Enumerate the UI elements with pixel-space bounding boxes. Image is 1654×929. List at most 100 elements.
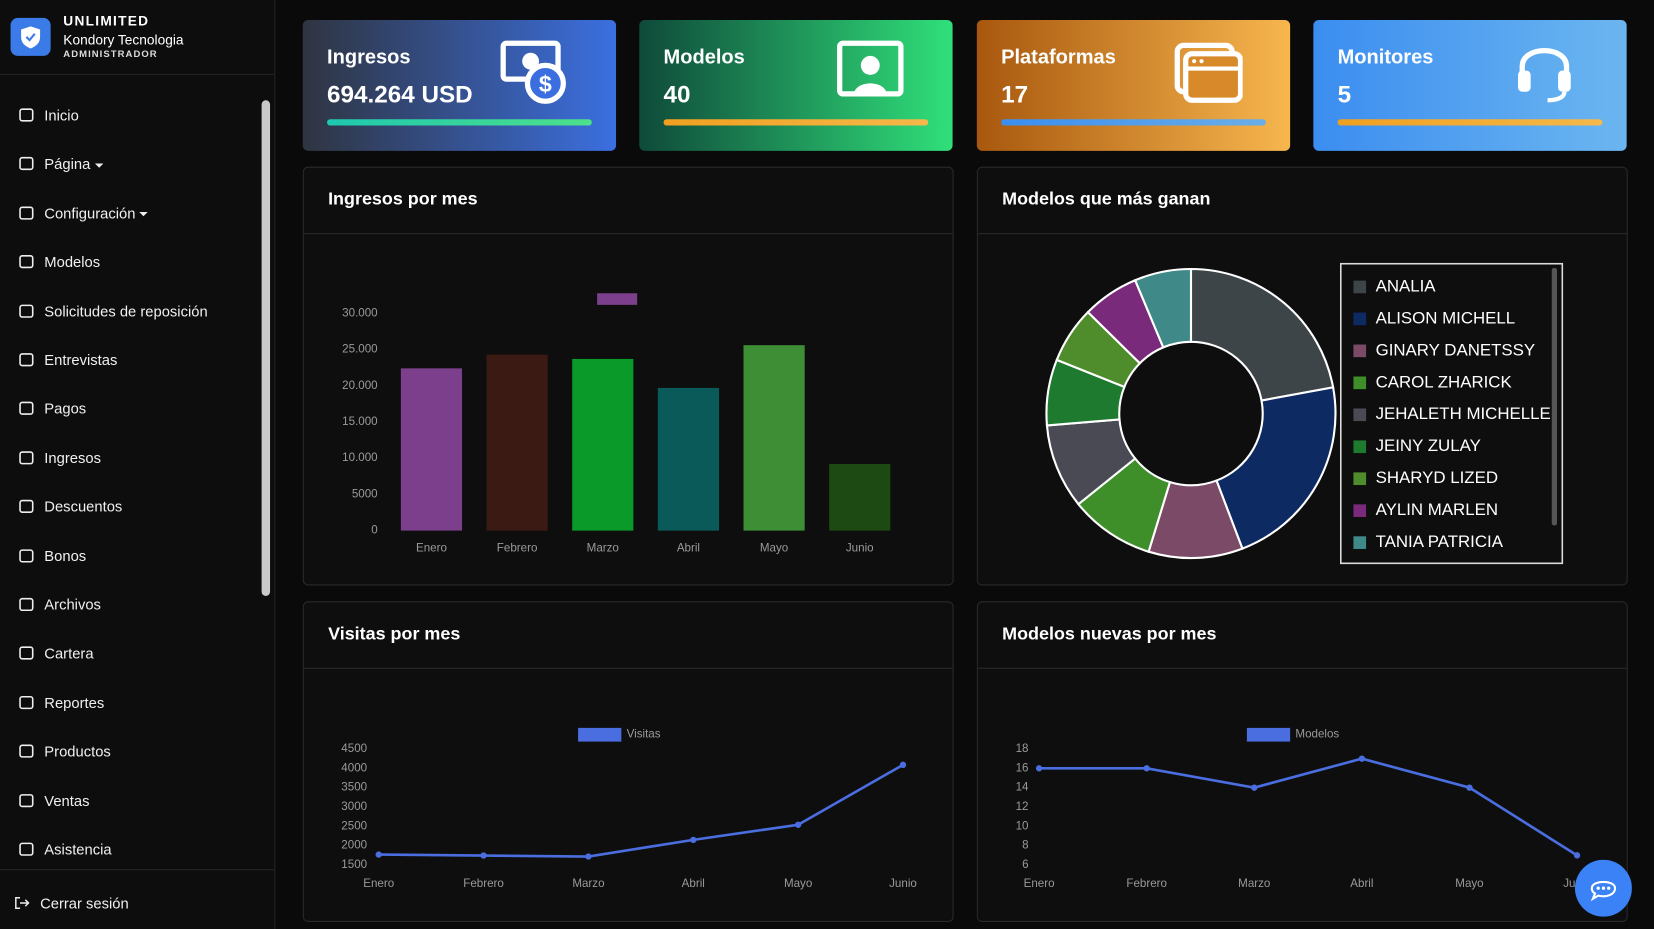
svg-text:$: $ xyxy=(539,71,552,97)
sidebar: UNLIMITED Kondory Tecnologia ADMINISTRAD… xyxy=(0,0,276,929)
progress-bar xyxy=(1001,119,1266,126)
menu-icon xyxy=(19,206,34,220)
menu-item[interactable]: Configuración xyxy=(18,201,148,224)
bar xyxy=(657,387,720,531)
line xyxy=(378,763,904,858)
menu-item[interactable]: Cartera xyxy=(18,642,94,665)
menu-icon xyxy=(19,353,34,367)
legend-label: SHARYD LIZED xyxy=(1376,468,1498,487)
card-value: 40 xyxy=(663,80,691,108)
y-tick-label: 20.000 xyxy=(342,379,377,392)
logo-icon xyxy=(21,26,41,49)
point xyxy=(1143,765,1150,772)
legend-label: JEHALETH MICHELLE xyxy=(1376,404,1551,423)
doughnut-slice xyxy=(1215,386,1337,550)
y-tick-label: 0 xyxy=(371,524,377,537)
menu-icon xyxy=(19,157,34,171)
menu-icon xyxy=(19,499,34,514)
x-tick-label: Mayo xyxy=(784,877,812,890)
menu-item[interactable]: Solicitudes de reposición xyxy=(18,299,208,322)
legend-scrollbar xyxy=(1551,267,1558,526)
x-tick-label: Marzo xyxy=(572,877,604,890)
brand-name: UNLIMITED xyxy=(63,12,150,29)
stat-card[interactable]: Plataformas 17 xyxy=(976,20,1291,151)
menu-label: Bonos xyxy=(44,547,87,564)
menu-icon xyxy=(19,451,34,465)
chart-panel: Modelos nuevas por mes xyxy=(976,601,1628,922)
scrollbar[interactable] xyxy=(261,100,271,597)
y-tick-label: 15.000 xyxy=(342,415,377,428)
card-title: Modelos xyxy=(663,46,745,69)
y-tick-label: 4000 xyxy=(341,761,367,774)
bar xyxy=(829,463,891,531)
chat-button[interactable] xyxy=(1574,859,1632,917)
menu-item[interactable]: Reportes xyxy=(18,691,104,714)
doughnut-slice xyxy=(1189,267,1335,402)
point xyxy=(375,851,382,858)
y-tick-label: 16 xyxy=(1016,761,1029,774)
menu-item[interactable]: Productos xyxy=(18,740,111,763)
legend-swatch xyxy=(1353,344,1367,358)
legend-label: TANIA PATRICIA xyxy=(1376,532,1504,551)
y-tick-label: 25.000 xyxy=(342,343,377,356)
progress-bar xyxy=(663,119,929,126)
bar xyxy=(743,345,805,531)
x-tick-label: Junio xyxy=(889,877,917,890)
legend-label: ALISON MICHELL xyxy=(1376,308,1516,327)
menu-label: Entrevistas xyxy=(44,351,118,369)
brand-role: ADMINISTRADOR xyxy=(63,48,158,60)
point xyxy=(794,821,802,828)
menu-item[interactable]: Modelos xyxy=(18,250,100,273)
menu-item[interactable]: Ingresos xyxy=(18,446,101,469)
menu-item[interactable]: Asistencia xyxy=(18,838,112,861)
divider xyxy=(0,73,275,75)
x-tick-label: Mayo xyxy=(1455,877,1483,890)
y-tick-label: 4500 xyxy=(341,742,367,755)
menu-icon xyxy=(19,842,34,856)
legend-label: Modelos xyxy=(1295,727,1339,740)
point xyxy=(585,853,592,860)
legend-swatch xyxy=(1353,408,1367,422)
menu-item[interactable]: Bonos xyxy=(18,544,86,567)
card-icon xyxy=(1518,48,1571,103)
brand-company: Kondory Tecnologia xyxy=(63,31,184,48)
x-tick-label: Marzo xyxy=(587,542,619,555)
menu-icon xyxy=(19,304,34,318)
menu-icon xyxy=(19,402,34,416)
legend-label: JEINY ZULAY xyxy=(1376,436,1481,455)
menu-item[interactable]: Entrevistas xyxy=(18,348,117,371)
bar xyxy=(572,358,634,531)
menu-label: Descuentos xyxy=(44,498,123,515)
menu-label: Reportes xyxy=(44,693,105,711)
menu-item[interactable]: Inicio xyxy=(18,103,79,126)
point xyxy=(899,761,907,769)
menu-item[interactable]: Archivos xyxy=(18,593,101,616)
legend-swatch xyxy=(1353,472,1367,486)
stat-card[interactable]: Monitores 5 xyxy=(1313,20,1627,151)
menu-label: Asistencia xyxy=(44,840,112,858)
menu-item[interactable]: Página xyxy=(18,152,103,175)
progress-bar xyxy=(327,119,592,126)
stat-card[interactable]: Ingresos 694.264 USD $ xyxy=(302,20,617,151)
bar xyxy=(486,354,548,531)
x-tick-label: Marzo xyxy=(1238,877,1270,890)
stat-card[interactable]: Modelos 40 xyxy=(639,20,953,151)
menu-item[interactable]: Ventas xyxy=(18,789,90,812)
x-tick-label: Abril xyxy=(1350,877,1373,890)
y-tick-label: 12 xyxy=(1016,800,1029,813)
y-tick-label: 8 xyxy=(1022,839,1028,852)
legend-swatch xyxy=(1353,280,1367,294)
menu-item[interactable]: Descuentos xyxy=(18,495,122,518)
progress-bar xyxy=(1337,119,1603,126)
legend-swatch xyxy=(578,727,622,742)
doughnut-slice xyxy=(1133,267,1193,349)
logout[interactable]: Cerrar sesión xyxy=(14,891,129,914)
y-tick-label: 30.000 xyxy=(342,306,377,319)
card-title: Monitores xyxy=(1337,46,1434,69)
menu-item[interactable]: Pagos xyxy=(18,397,86,420)
y-tick-label: 6 xyxy=(1022,858,1028,871)
menu-label: Ingresos xyxy=(44,449,101,467)
menu-icon xyxy=(19,108,34,122)
y-tick-label: 3500 xyxy=(341,781,367,794)
